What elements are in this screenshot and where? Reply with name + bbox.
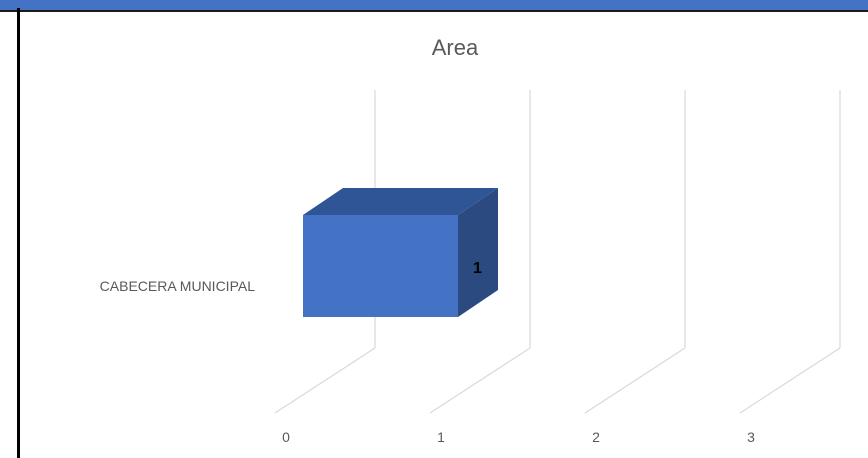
x-tick-label: 3 <box>747 429 755 445</box>
x-tick-label: 0 <box>282 429 290 445</box>
bar-front-face <box>303 215 458 317</box>
bar-top-face <box>303 188 498 215</box>
window-left-border <box>17 8 20 458</box>
bar-side-face <box>458 188 498 317</box>
x-tick-label: 1 <box>437 429 445 445</box>
window-header-bar <box>0 0 868 12</box>
x-tick-label: 2 <box>592 429 600 445</box>
bars <box>303 188 498 317</box>
labels: 0 1 2 3 CABECERA MUNICIPAL 1 <box>100 260 755 445</box>
gridline-floor <box>274 347 376 414</box>
gridline-floor <box>739 347 841 414</box>
data-label: 1 <box>473 260 482 277</box>
gridline-floor <box>429 347 531 414</box>
category-label: CABECERA MUNICIPAL <box>100 278 256 294</box>
gridline-floor <box>584 347 686 414</box>
chart-title: Area <box>432 35 479 60</box>
